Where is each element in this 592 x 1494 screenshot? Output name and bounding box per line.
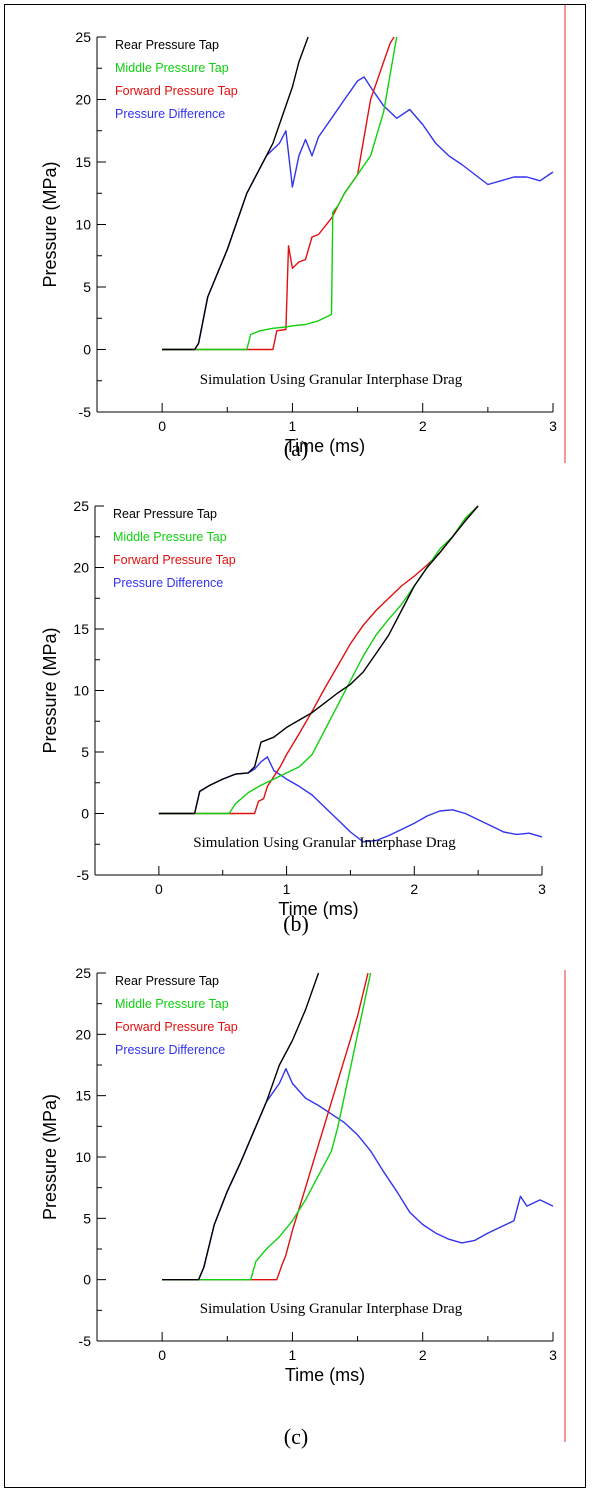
x-tick-label: 0 <box>158 1347 166 1363</box>
y-tick-label: 10 <box>75 1149 91 1165</box>
y-tick-label: 25 <box>75 29 91 45</box>
y-tick-label: -5 <box>79 1333 92 1349</box>
figure-frame <box>4 4 586 1488</box>
x-tick-label: 0 <box>158 418 166 434</box>
x-tick-label: 3 <box>549 418 557 434</box>
series-line-middle-pressure-tap <box>158 505 479 815</box>
chart-annotation: Simulation Using Granular Interphase Dra… <box>200 1301 463 1317</box>
caption-a: (a) <box>283 436 309 461</box>
y-tick-label: 15 <box>73 621 89 637</box>
legend-entry: Rear Pressure Tap <box>115 38 219 52</box>
x-axis-label: Time (ms) <box>285 1365 365 1385</box>
series-line-pressure-difference <box>158 756 543 843</box>
y-tick-label: 10 <box>75 217 91 233</box>
legend-entry: Forward Pressure Tap <box>115 84 238 98</box>
x-tick-label: 3 <box>549 1347 557 1363</box>
x-tick-label: 2 <box>410 881 418 897</box>
series-line-middle-pressure-tap <box>162 36 398 351</box>
x-tick-label: 2 <box>419 418 427 434</box>
series-line-rear-pressure-tap <box>158 505 479 815</box>
y-tick-label: 5 <box>83 279 91 295</box>
legend-entry: Middle Pressure Tap <box>113 530 227 544</box>
series-line-rear-pressure-tap <box>162 972 320 1281</box>
y-tick-label: 25 <box>75 965 91 981</box>
x-tick-label: 1 <box>289 1347 297 1363</box>
x-tick-label: 0 <box>155 881 163 897</box>
chart-c: -5 0 5 10 15 20 25 0 1 2 3 Time (ms) Pressure (MPa) R… <box>40 965 566 1442</box>
y-axis-label: Pressure (MPa) <box>40 1094 60 1220</box>
x-tick-label: 3 <box>538 881 546 897</box>
chart-b: -5 0 5 10 15 20 25 0 1 2 3 Time (ms) Pressure (MPa) R… <box>40 498 546 919</box>
y-tick-label: 0 <box>83 1272 91 1288</box>
series-line-forward-pressure-tap <box>162 36 395 351</box>
legend-entry: Forward Pressure Tap <box>113 553 236 567</box>
y-tick-label: 15 <box>75 1088 91 1104</box>
x-axis-label: Time (ms) <box>285 436 365 456</box>
series-line-pressure-difference <box>162 1067 554 1281</box>
chart-annotation: Simulation Using Granular Interphase Dra… <box>193 835 456 851</box>
x-tick-label: 1 <box>283 881 291 897</box>
x-tick-label: 1 <box>289 418 297 434</box>
caption-c: (c) <box>283 1424 309 1449</box>
chart-annotation: Simulation Using Granular Interphase Dra… <box>200 372 463 388</box>
legend-entry: Rear Pressure Tap <box>113 507 217 521</box>
y-tick-label: 20 <box>73 560 89 576</box>
series-line-rear-pressure-tap <box>162 36 309 351</box>
x-axis-label: Time (ms) <box>278 899 358 919</box>
y-tick-label: 25 <box>73 498 89 514</box>
y-tick-label: 5 <box>81 744 89 760</box>
y-axis-label: Pressure (MPa) <box>40 161 60 287</box>
y-tick-label: 0 <box>81 806 89 822</box>
legend-entry: Middle Pressure Tap <box>115 61 229 75</box>
legend-entry: Pressure Difference <box>115 1043 225 1057</box>
y-tick-label: 5 <box>83 1210 91 1226</box>
series-line-forward-pressure-tap <box>162 972 369 1281</box>
y-tick-label: 15 <box>75 154 91 170</box>
series-line-middle-pressure-tap <box>162 972 372 1281</box>
y-axis-label: Pressure (MPa) <box>40 627 60 753</box>
chart-a: -5 0 5 10 15 20 25 0 1 2 3 Time (ms) Pressure (MPa) R… <box>40 5 566 463</box>
x-tick-label: 2 <box>419 1347 427 1363</box>
caption-b: (b) <box>283 911 309 936</box>
y-tick-label: -5 <box>79 404 92 420</box>
legend-entry: Middle Pressure Tap <box>115 997 229 1011</box>
legend-entry: Pressure Difference <box>115 107 225 121</box>
y-tick-label: 10 <box>73 683 89 699</box>
y-tick-label: 0 <box>83 342 91 358</box>
legend-entry: Rear Pressure Tap <box>115 974 219 988</box>
y-tick-label: -5 <box>77 867 90 883</box>
y-tick-label: 20 <box>75 92 91 108</box>
legend-entry: Pressure Difference <box>113 576 223 590</box>
y-tick-label: 20 <box>75 1026 91 1042</box>
legend-entry: Forward Pressure Tap <box>115 1020 238 1034</box>
